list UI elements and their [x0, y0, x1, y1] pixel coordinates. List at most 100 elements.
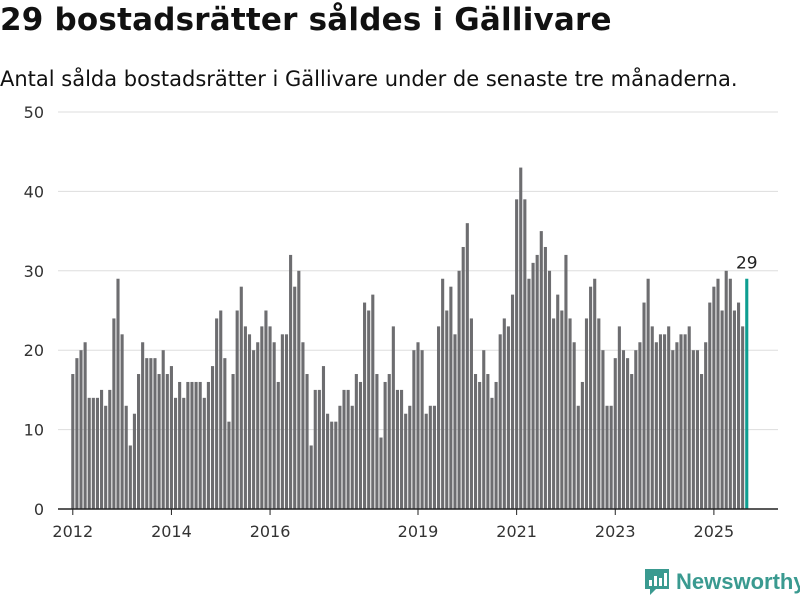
bar — [83, 342, 87, 509]
bar — [691, 350, 695, 509]
bar — [354, 374, 358, 509]
bar — [556, 294, 560, 509]
bar — [136, 374, 141, 509]
bar — [350, 405, 354, 509]
bar — [519, 167, 523, 509]
bar — [198, 381, 202, 509]
bar — [227, 421, 231, 509]
bar — [264, 310, 268, 509]
bar — [256, 342, 260, 509]
bar — [132, 413, 136, 509]
bar — [576, 405, 580, 509]
bar — [108, 389, 112, 509]
bar-labels: 29 — [736, 254, 758, 274]
bar — [453, 334, 457, 509]
bar — [650, 326, 654, 509]
bar — [589, 286, 593, 509]
bar — [367, 310, 371, 509]
bar — [215, 318, 219, 509]
bar — [741, 326, 745, 509]
bar — [667, 326, 671, 509]
bar — [165, 374, 169, 509]
bar — [149, 358, 153, 509]
brand: Newsworthy — [644, 568, 800, 596]
bar — [736, 302, 741, 509]
bar — [552, 318, 556, 509]
y-tick-label: 40 — [24, 182, 44, 201]
bar — [720, 310, 724, 509]
brand-name: Newsworthy — [676, 569, 800, 594]
bar — [609, 405, 613, 509]
bar — [363, 302, 367, 509]
bar — [580, 381, 584, 509]
bar — [346, 389, 350, 509]
bar — [502, 318, 506, 509]
bar — [75, 358, 79, 509]
bar — [531, 262, 535, 509]
bar — [560, 310, 564, 509]
bar — [584, 318, 589, 509]
bar — [371, 294, 375, 509]
bar — [671, 350, 675, 509]
bar — [280, 334, 284, 509]
bar — [687, 326, 691, 509]
x-tick-label: 2019 — [398, 522, 439, 541]
bar — [124, 405, 128, 509]
bar — [646, 278, 650, 509]
bar — [178, 381, 182, 509]
bar — [436, 326, 441, 509]
bar — [404, 413, 408, 509]
bar — [87, 397, 91, 509]
bar — [268, 326, 272, 509]
bar — [432, 405, 436, 509]
bar-value-label: 29 — [736, 254, 758, 274]
bar — [383, 381, 387, 509]
bar — [387, 374, 391, 509]
bar — [601, 350, 605, 509]
bar — [395, 389, 400, 509]
bar — [334, 421, 338, 509]
bar — [190, 381, 194, 509]
bar — [700, 374, 704, 509]
bar — [326, 413, 330, 509]
bar — [206, 381, 210, 509]
bars — [71, 167, 749, 510]
bar — [539, 231, 543, 509]
bar — [420, 350, 424, 509]
bar — [605, 405, 609, 509]
bar — [112, 318, 116, 509]
bar — [428, 405, 432, 509]
bar — [675, 342, 679, 509]
bar — [231, 374, 235, 509]
bar — [695, 350, 700, 509]
bar — [679, 334, 683, 509]
bar — [732, 310, 736, 509]
bar — [704, 342, 708, 509]
y-tick-label: 10 — [24, 421, 44, 440]
bar — [621, 350, 626, 509]
bar — [461, 246, 465, 510]
bar — [416, 342, 420, 509]
bar — [95, 397, 100, 509]
bar — [309, 445, 313, 509]
y-axis: 0 10 20 30 40 50 — [24, 103, 44, 519]
bar — [708, 302, 712, 509]
bar — [424, 413, 428, 509]
bar — [293, 286, 297, 509]
bar — [276, 381, 280, 509]
bar — [173, 397, 178, 509]
x-tick-label: 2025 — [694, 522, 735, 541]
bar — [597, 318, 601, 509]
bar — [547, 270, 552, 509]
bar — [239, 286, 243, 509]
bar — [338, 405, 342, 509]
bar — [145, 358, 149, 509]
bar — [210, 366, 215, 509]
bar — [169, 366, 173, 509]
bar — [626, 358, 630, 509]
bar — [104, 405, 108, 509]
y-tick-label: 20 — [24, 341, 44, 360]
bar — [219, 310, 223, 509]
bar — [527, 278, 531, 509]
